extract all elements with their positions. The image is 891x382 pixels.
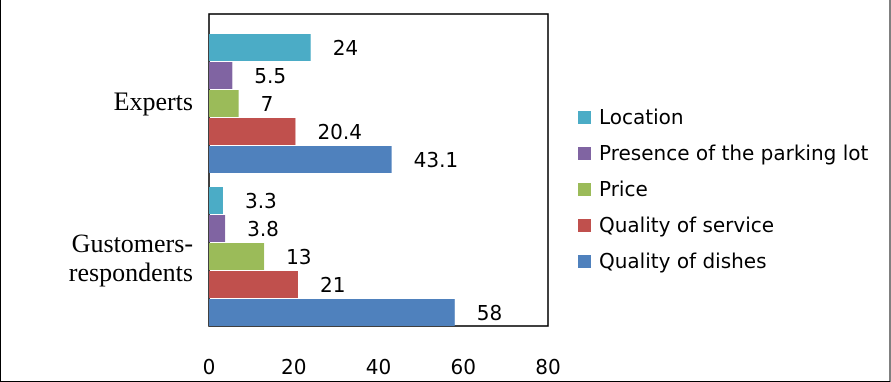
legend-swatch — [578, 111, 591, 124]
x-tick-label: 60 — [451, 355, 476, 379]
legend-label: Price — [599, 177, 648, 201]
bar-quality-of-service-experts — [209, 118, 296, 145]
legend-swatch — [578, 147, 591, 160]
legend-swatch — [578, 255, 591, 268]
data-label: 3.8 — [247, 217, 279, 241]
data-label: 3.3 — [245, 189, 277, 213]
x-axis-tick-labels: 0 20 40 60 80 — [203, 355, 561, 379]
bar-quality-of-dishes-experts — [209, 146, 392, 173]
data-label: 13 — [286, 245, 311, 269]
bar-location-customers — [209, 187, 223, 214]
data-labels-group: 24 5.5 7 20.4 43.1 3.3 3.8 13 21 58 — [245, 36, 502, 325]
bar-quality-of-service-customers — [209, 271, 298, 298]
legend-label: Presence of the parking lot — [599, 141, 869, 165]
category-label: Experts — [114, 87, 193, 116]
bar-price-experts — [209, 90, 239, 117]
category-labels-group: Experts Gustomers-respondents — [69, 87, 193, 287]
data-label: 43.1 — [414, 148, 459, 172]
x-tick-label: 0 — [203, 355, 216, 379]
category-label: Gustomers- — [72, 229, 193, 258]
x-tick-label: 20 — [281, 355, 306, 379]
data-label: 58 — [477, 301, 502, 325]
legend-label: Location — [599, 105, 684, 129]
data-label: 20.4 — [317, 120, 362, 144]
legend-label: Quality of service — [599, 213, 774, 237]
category-label: respondents — [69, 258, 193, 287]
bar-presence-of-the-parking-lot-customers — [209, 215, 226, 242]
bar-quality-of-dishes-customers — [209, 299, 455, 326]
bar-presence-of-the-parking-lot-experts — [209, 62, 233, 89]
bars-group — [209, 34, 455, 326]
legend: Location Presence of the parking lot Price… — [578, 105, 869, 273]
data-label: 7 — [261, 92, 274, 116]
bar-location-experts — [209, 34, 311, 61]
x-tick-label: 40 — [366, 355, 391, 379]
bar-price-customers — [209, 243, 265, 270]
data-label: 21 — [320, 273, 345, 297]
data-label: 5.5 — [254, 64, 286, 88]
legend-swatch — [578, 183, 591, 196]
legend-swatch — [578, 219, 591, 232]
legend-label: Quality of dishes — [599, 249, 767, 273]
data-label: 24 — [333, 36, 358, 60]
x-tick-label: 80 — [535, 355, 560, 379]
